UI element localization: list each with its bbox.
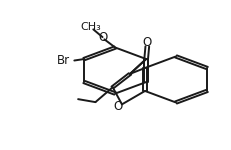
Text: O: O bbox=[142, 36, 151, 49]
Text: Br: Br bbox=[57, 54, 70, 67]
Text: CH₃: CH₃ bbox=[80, 22, 101, 32]
Text: O: O bbox=[113, 100, 123, 113]
Text: O: O bbox=[97, 31, 107, 44]
